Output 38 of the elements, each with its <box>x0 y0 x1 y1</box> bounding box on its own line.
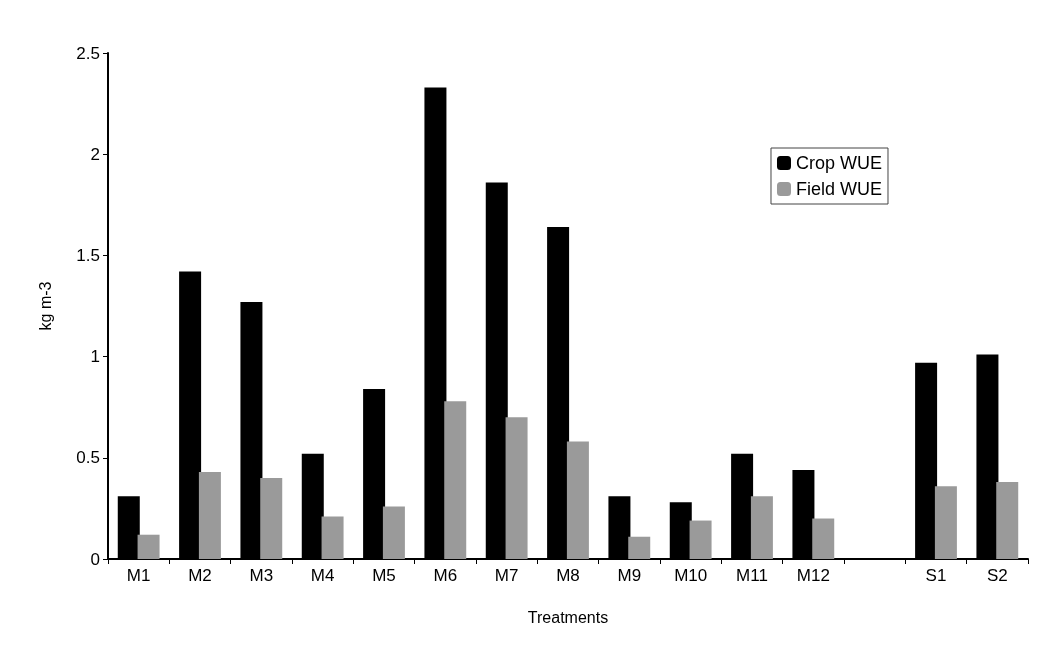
bar <box>444 401 467 559</box>
x-tick-label: S2 <box>986 566 1008 585</box>
x-tick-label: M3 <box>249 566 274 585</box>
bar <box>689 520 712 559</box>
x-tick-label: M8 <box>556 566 580 585</box>
x-tick-label: M5 <box>372 566 396 585</box>
bar <box>260 478 283 559</box>
bar <box>198 471 221 559</box>
legend-label: Crop WUE <box>795 153 883 173</box>
x-tick-label: M2 <box>188 566 212 585</box>
x-tick-label: S1 <box>925 566 947 585</box>
bar <box>996 482 1019 559</box>
x-tick-label: M7 <box>494 566 519 585</box>
x-axis-title: Treatments <box>527 608 609 626</box>
x-tick-label: M10 <box>674 566 708 585</box>
y-tick-label: 0 <box>90 549 100 569</box>
x-tick-label: M6 <box>433 566 458 585</box>
x-tick-label: M11 <box>736 566 768 585</box>
y-tick-label: 1 <box>90 347 100 367</box>
bar <box>505 417 528 559</box>
x-tick-label: M9 <box>617 566 642 585</box>
y-axis-title: kg m-3 <box>36 281 54 331</box>
bar <box>934 486 957 559</box>
x-tick-label: M12 <box>796 566 830 585</box>
bar <box>812 518 835 559</box>
y-tick-label: 2.5 <box>76 43 100 63</box>
bar <box>750 496 773 559</box>
bar <box>137 534 160 559</box>
x-tick-label: M1 <box>126 566 151 585</box>
bar <box>321 516 344 559</box>
bar <box>628 536 651 559</box>
bar <box>566 441 589 559</box>
y-tick-label: 2 <box>90 144 100 164</box>
x-tick-label: M4 <box>310 566 335 585</box>
bar <box>382 506 405 559</box>
legend-label: Field WUE <box>795 179 883 199</box>
y-tick-label: 1.5 <box>76 245 100 265</box>
y-tick-label: 0.5 <box>76 448 100 468</box>
